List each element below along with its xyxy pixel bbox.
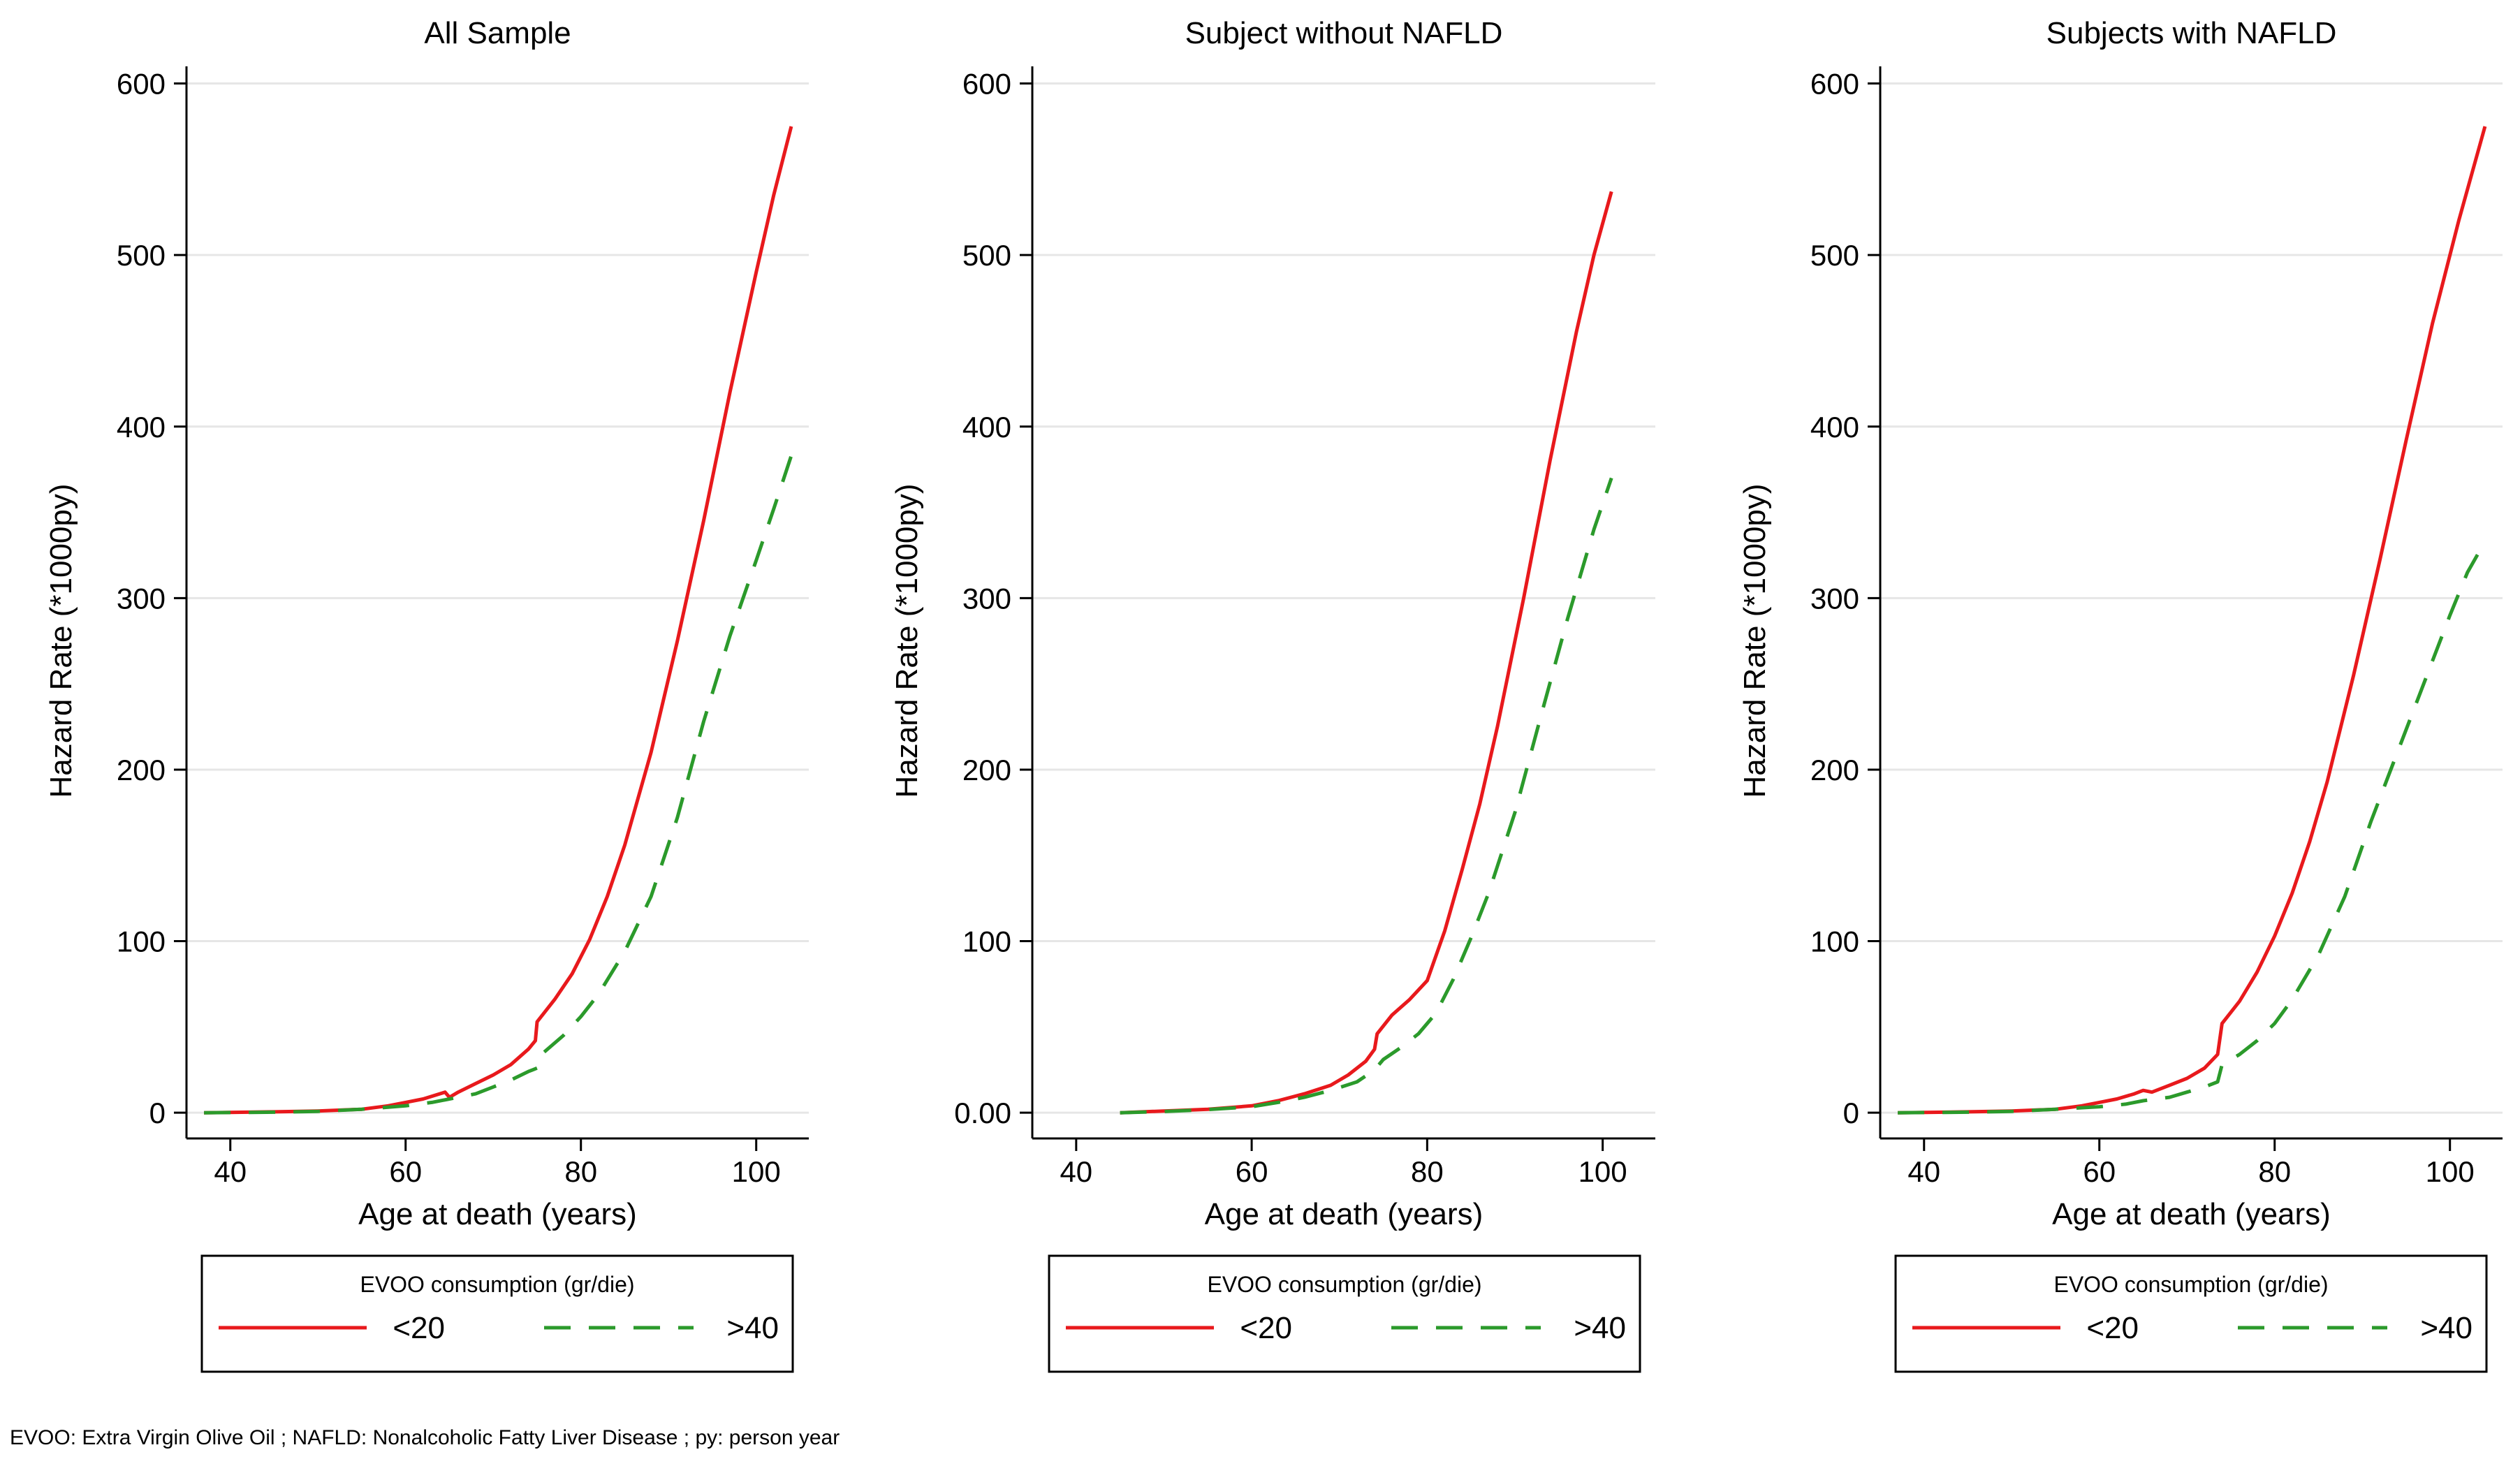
legend-label-gt40: >40	[2420, 1311, 2473, 1345]
legend-title: EVOO consumption (gr/die)	[2053, 1272, 2328, 1297]
legend: EVOO consumption (gr/die) <20 >40	[1048, 1254, 1641, 1373]
x-axis-label: Age at death (years)	[1205, 1197, 1484, 1231]
y-tick-label: 0	[1843, 1097, 1859, 1129]
panel-title: All Sample	[424, 16, 571, 50]
x-tick-label: 40	[1907, 1155, 1940, 1188]
x-axis-label: Age at death (years)	[2052, 1197, 2331, 1231]
legend-title: EVOO consumption (gr/die)	[360, 1272, 634, 1297]
legend-label-lt20: <20	[2086, 1311, 2139, 1345]
x-tick-label: 60	[2083, 1155, 2116, 1188]
x-tick-label: 60	[389, 1155, 422, 1188]
y-tick-label: 200	[1810, 754, 1859, 786]
legend-box	[200, 1254, 794, 1373]
x-tick-label: 40	[1060, 1155, 1092, 1188]
y-tick-label: 300	[962, 582, 1011, 615]
y-tick-label: 600	[962, 68, 1011, 101]
series-line-lt20	[204, 126, 793, 1115]
legend-label-lt20: <20	[393, 1311, 445, 1345]
y-tick-label: 300	[117, 582, 166, 615]
y-tick-label: 100	[962, 925, 1011, 958]
series-line-lt20	[1120, 191, 1613, 1115]
y-tick-label: 600	[1810, 68, 1859, 101]
panel-3: 0 100 200 300 400 500 600 40 60 80 100 Subjects wit…	[1738, 16, 2503, 1373]
y-tick-label: 200	[962, 754, 1011, 786]
y-tick-label: 300	[1810, 582, 1859, 615]
legend-label-gt40: >40	[726, 1311, 779, 1345]
y-tick-label: 500	[117, 239, 166, 272]
x-tick-label: 40	[214, 1155, 247, 1188]
panel-1: 0 100 200 300 400 500 600 40 60 80 100 All Sample Ag…	[44, 16, 809, 1373]
legend: EVOO consumption (gr/die) <20 >40	[200, 1254, 794, 1373]
y-axis-label: Hazard Rate (*1000py)	[44, 483, 78, 798]
x-tick-label: 60	[1236, 1155, 1268, 1188]
y-tick-label: 600	[117, 68, 166, 101]
y-tick-label: 400	[117, 411, 166, 444]
panel-title: Subject without NAFLD	[1185, 16, 1503, 50]
y-axis-label: Hazard Rate (*1000py)	[890, 483, 924, 798]
legend-label-lt20: <20	[1240, 1311, 1292, 1345]
x-tick-label: 80	[2258, 1155, 2291, 1188]
y-tick-label: 400	[1810, 411, 1859, 444]
y-tick-label: 100	[1810, 925, 1859, 958]
x-tick-label: 100	[2426, 1155, 2475, 1188]
legend-box	[1048, 1254, 1641, 1373]
y-tick-label: 100	[117, 925, 166, 958]
x-tick-label: 100	[1578, 1155, 1627, 1188]
series-line-gt40	[1120, 477, 1613, 1115]
x-tick-label: 80	[1411, 1155, 1444, 1188]
legend: EVOO consumption (gr/die) <20 >40	[1894, 1254, 2488, 1373]
y-tick-label: 200	[117, 754, 166, 786]
series-line-gt40	[204, 455, 793, 1115]
y-tick-label: 0.00	[954, 1097, 1011, 1129]
x-tick-label: 100	[732, 1155, 781, 1188]
legend-box	[1894, 1254, 2488, 1373]
legend-title: EVOO consumption (gr/die)	[1207, 1272, 1481, 1297]
panel-title: Subjects with NAFLD	[2046, 16, 2337, 50]
y-tick-label: 0	[149, 1097, 166, 1129]
footnote: EVOO: Extra Virgin Olive Oil ; NAFLD: No…	[10, 1426, 840, 1449]
series-line-lt20	[1898, 126, 2487, 1115]
legend-label-gt40: >40	[1574, 1311, 1626, 1345]
y-tick-label: 400	[962, 411, 1011, 444]
y-tick-label: 500	[962, 239, 1011, 272]
series-line-gt40	[1898, 541, 2487, 1115]
y-axis-label: Hazard Rate (*1000py)	[1738, 483, 1772, 798]
panel-2: 0.00 100 200 300 400 500 600 40 60 80 100 Subject w…	[890, 16, 1655, 1373]
x-tick-label: 80	[564, 1155, 597, 1188]
x-axis-label: Age at death (years)	[358, 1197, 637, 1231]
y-tick-label: 500	[1810, 239, 1859, 272]
